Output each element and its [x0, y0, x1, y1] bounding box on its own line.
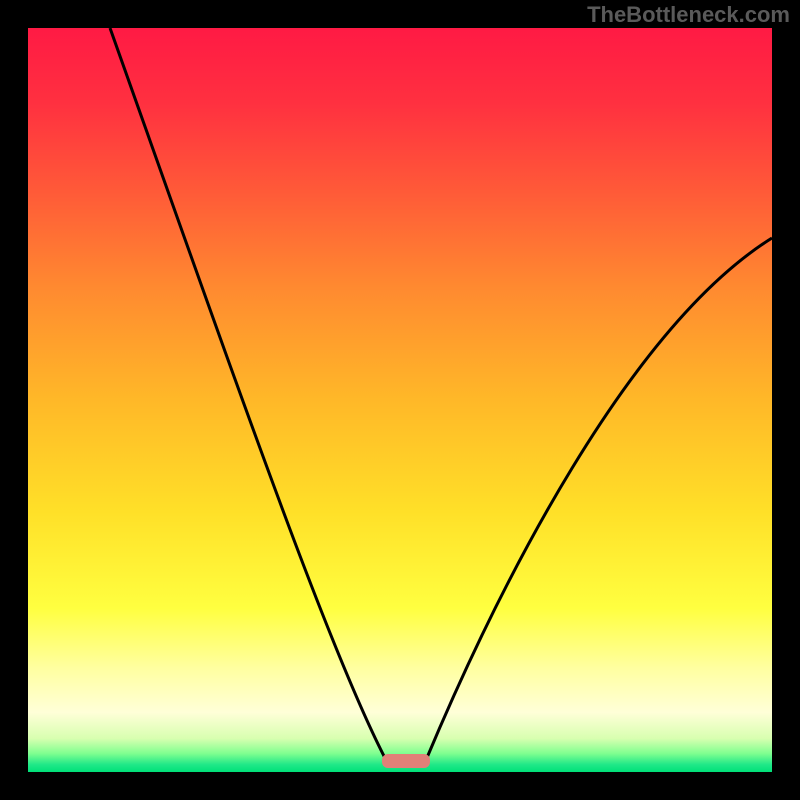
watermark-text: TheBottleneck.com: [587, 2, 790, 28]
curve-layer: [28, 28, 772, 772]
left-curve: [110, 28, 386, 760]
bottleneck-marker: [382, 754, 430, 768]
plot-area: [28, 28, 772, 772]
chart-container: TheBottleneck.com: [0, 0, 800, 800]
right-curve: [426, 238, 772, 760]
